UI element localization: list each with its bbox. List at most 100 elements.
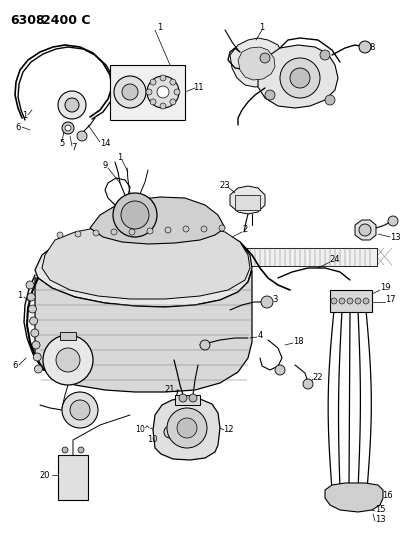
Text: 3: 3 — [272, 295, 278, 304]
Circle shape — [261, 296, 273, 308]
Text: 13: 13 — [375, 515, 385, 524]
Circle shape — [325, 95, 335, 105]
Text: 7: 7 — [71, 143, 77, 152]
Text: 18: 18 — [293, 337, 303, 346]
Circle shape — [347, 298, 353, 304]
Circle shape — [174, 89, 180, 95]
Text: 10$\!$^: 10$\!$^ — [135, 423, 151, 433]
Bar — [235, 195, 260, 210]
Circle shape — [27, 293, 35, 301]
Circle shape — [339, 298, 345, 304]
Text: 2400 C: 2400 C — [42, 14, 91, 27]
Circle shape — [58, 91, 86, 119]
Circle shape — [75, 231, 81, 237]
Circle shape — [32, 341, 40, 349]
Text: 1: 1 — [118, 152, 123, 161]
Circle shape — [303, 379, 313, 389]
Circle shape — [62, 122, 74, 134]
Circle shape — [388, 216, 398, 226]
Polygon shape — [230, 38, 285, 87]
Circle shape — [114, 76, 146, 108]
Text: 19: 19 — [380, 284, 390, 293]
Text: 8: 8 — [369, 43, 375, 52]
Circle shape — [200, 340, 210, 350]
Text: 15: 15 — [375, 505, 385, 514]
Bar — [58, 455, 88, 500]
Text: 2: 2 — [242, 225, 248, 235]
Circle shape — [34, 365, 42, 373]
Circle shape — [170, 99, 176, 105]
Circle shape — [167, 408, 207, 448]
Polygon shape — [325, 483, 383, 512]
Text: 17: 17 — [385, 295, 395, 304]
Circle shape — [280, 58, 320, 98]
Circle shape — [43, 335, 93, 385]
Polygon shape — [42, 223, 250, 299]
Circle shape — [290, 68, 310, 88]
Circle shape — [65, 125, 71, 131]
Circle shape — [355, 298, 361, 304]
Circle shape — [150, 79, 156, 85]
Text: 11: 11 — [193, 84, 203, 93]
Circle shape — [359, 224, 371, 236]
Text: 5: 5 — [60, 139, 64, 148]
Circle shape — [57, 232, 63, 238]
Circle shape — [331, 298, 337, 304]
Circle shape — [157, 86, 169, 98]
Circle shape — [150, 99, 156, 105]
Circle shape — [70, 400, 90, 420]
Circle shape — [275, 365, 285, 375]
Circle shape — [29, 305, 36, 313]
Circle shape — [26, 281, 34, 289]
Bar — [175, 395, 200, 405]
Circle shape — [93, 230, 99, 236]
Text: 4: 4 — [257, 330, 263, 340]
Polygon shape — [238, 47, 275, 80]
Text: 23: 23 — [220, 181, 230, 190]
Circle shape — [122, 84, 138, 100]
Circle shape — [31, 329, 39, 337]
Text: 1: 1 — [22, 110, 28, 119]
Circle shape — [147, 76, 179, 108]
Text: 1: 1 — [259, 22, 265, 31]
Circle shape — [359, 41, 371, 53]
Polygon shape — [35, 270, 252, 392]
Circle shape — [129, 229, 135, 235]
Circle shape — [77, 131, 87, 141]
Polygon shape — [35, 230, 252, 307]
Circle shape — [62, 392, 98, 428]
Text: 20: 20 — [40, 471, 50, 480]
Circle shape — [65, 98, 79, 112]
Text: 9: 9 — [102, 160, 108, 169]
Circle shape — [30, 317, 38, 325]
Polygon shape — [355, 220, 376, 240]
Circle shape — [160, 75, 166, 81]
Bar — [60, 332, 76, 340]
Bar — [232, 248, 377, 266]
Text: 13: 13 — [390, 233, 400, 243]
Circle shape — [113, 193, 157, 237]
Circle shape — [183, 226, 189, 232]
Circle shape — [320, 50, 330, 60]
Polygon shape — [90, 197, 225, 244]
Circle shape — [165, 227, 171, 233]
Bar — [110, 65, 185, 120]
Text: 22: 22 — [313, 374, 323, 383]
Polygon shape — [153, 398, 220, 460]
Circle shape — [219, 225, 225, 231]
Polygon shape — [230, 186, 265, 214]
Circle shape — [121, 201, 149, 229]
Circle shape — [111, 229, 117, 235]
Circle shape — [363, 298, 369, 304]
Circle shape — [147, 228, 153, 234]
Circle shape — [177, 418, 197, 438]
Text: 16: 16 — [382, 490, 392, 499]
Text: 6: 6 — [12, 360, 18, 369]
Text: 6: 6 — [16, 124, 21, 133]
Circle shape — [179, 394, 187, 402]
Circle shape — [164, 426, 176, 438]
Circle shape — [189, 394, 197, 402]
Circle shape — [56, 348, 80, 372]
Circle shape — [33, 353, 41, 361]
Bar — [330, 290, 372, 312]
